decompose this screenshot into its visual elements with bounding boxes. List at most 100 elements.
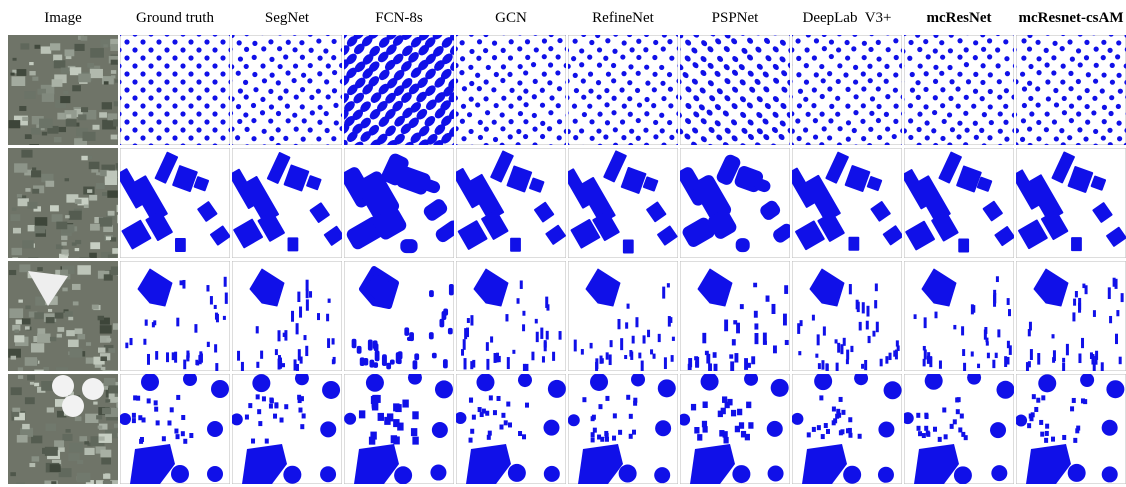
building [571, 8, 578, 15]
building [115, 14, 122, 21]
aerial-patch [52, 214, 63, 222]
aerial-patch [9, 308, 23, 318]
building [530, 14, 537, 21]
building [676, 16, 683, 23]
building [763, 22, 770, 29]
aerial-patch [29, 71, 35, 75]
aerial-patch [100, 325, 112, 333]
building [352, 339, 357, 348]
building [342, 4, 357, 19]
building [464, 0, 479, 10]
segmentation-map [1012, 148, 1126, 258]
segmentation-map [676, 148, 796, 258]
building [666, 21, 673, 28]
aerial-patch [100, 356, 107, 361]
building [398, 351, 403, 359]
aerial-patch [11, 248, 22, 255]
building [900, 0, 907, 7]
building [684, 6, 692, 14]
aerial-patch [111, 75, 115, 78]
aerial-patch [102, 102, 112, 109]
building [455, 20, 470, 35]
building [220, 5, 227, 12]
aerial-patch [81, 156, 87, 160]
building [414, 0, 429, 9]
building [407, 337, 412, 341]
building [145, 320, 148, 326]
aerial-patch [107, 113, 117, 120]
aerial-patch [25, 134, 32, 139]
column-header: PSPNet [712, 10, 760, 26]
building [337, 11, 352, 26]
building [563, 0, 570, 4]
building [183, 360, 186, 370]
building [218, 21, 225, 28]
aerial-patch [45, 181, 54, 187]
aerial-patch [61, 68, 70, 74]
building [187, 353, 190, 358]
aerial-patch [42, 93, 54, 102]
building [252, 5, 259, 12]
aerial-patch [104, 274, 113, 280]
building [994, 0, 1001, 6]
building [1002, 7, 1009, 14]
building [382, 355, 387, 365]
building [237, 351, 240, 361]
column-header: FCN-8s [375, 10, 423, 26]
building [461, 349, 464, 356]
building [1011, 14, 1018, 21]
building [404, 327, 409, 335]
aerial-patch [86, 357, 95, 363]
building [552, 352, 555, 361]
column-header: DeepLab V3+ [803, 10, 892, 26]
building [317, 313, 320, 320]
building [464, 358, 467, 369]
building [546, 331, 549, 340]
building [520, 280, 523, 288]
building [435, 0, 442, 4]
building [283, 333, 286, 337]
building [225, 293, 228, 304]
aerial-patch [63, 91, 68, 95]
building [994, 15, 1001, 22]
building [548, 0, 555, 6]
aerial-patch [92, 305, 99, 310]
column-header: mcResNet [927, 10, 992, 26]
building [91, 6, 98, 13]
building [525, 364, 528, 376]
building [125, 343, 128, 349]
building [581, 13, 588, 20]
aerial-patch [25, 326, 30, 329]
building [544, 342, 547, 348]
building [510, 238, 521, 252]
building [234, 23, 241, 30]
building [353, 11, 368, 26]
building [166, 352, 169, 362]
building [580, 13, 587, 20]
map-bg [232, 261, 342, 371]
building [1122, 0, 1126, 4]
aerial-patch [77, 334, 85, 339]
segmentation-map [452, 148, 566, 258]
building [414, 353, 419, 360]
building [277, 0, 284, 5]
building [948, 0, 955, 7]
building [214, 305, 217, 309]
segmentation-map [120, 261, 230, 375]
building [330, 8, 337, 15]
aerial-patch [20, 43, 29, 49]
building [442, 311, 447, 320]
building [123, 22, 130, 29]
building [474, 23, 481, 30]
building [908, 24, 915, 31]
building [99, 0, 106, 6]
building [668, 21, 676, 29]
building [486, 359, 489, 370]
aerial-patch [69, 211, 82, 220]
building [368, 340, 373, 351]
aerial-patch [72, 284, 81, 290]
building [331, 23, 338, 30]
building [685, 24, 692, 31]
aerial-patch [77, 265, 90, 274]
building [562, 14, 569, 21]
